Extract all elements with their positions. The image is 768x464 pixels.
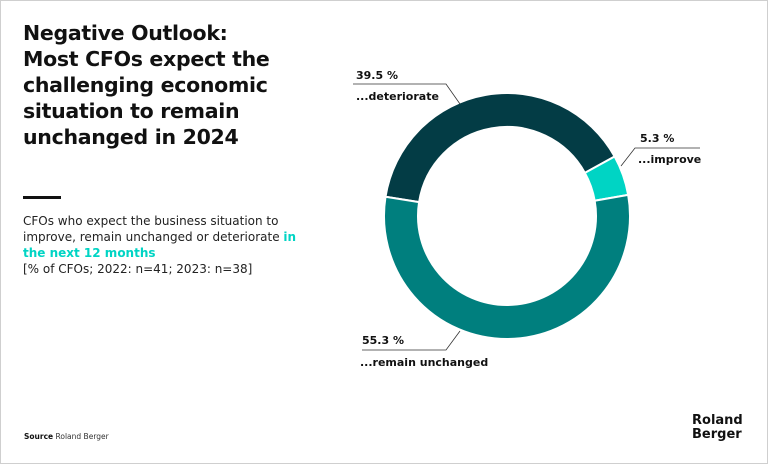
leader-line-remain — [362, 330, 461, 351]
donut-slice-0 — [384, 92, 616, 204]
value-label-improve: 5.3 % — [640, 132, 674, 145]
slice-label-deteriorate: ...deteriorate — [356, 90, 439, 103]
title-divider — [23, 196, 61, 199]
subtitle-text: CFOs who expect the business situation t… — [23, 214, 284, 244]
slice-label-remain: ...remain unchanged — [360, 356, 488, 369]
page-title: Negative Outlook: Most CFOs expect the c… — [23, 21, 270, 149]
leader-line-improve — [620, 147, 700, 167]
source-note: Source Roland Berger — [24, 432, 109, 441]
value-label-remain: 55.3 % — [362, 334, 404, 347]
logo-line2: Berger — [692, 427, 742, 442]
slice-label-improve: ...improve — [638, 153, 701, 166]
leader-line-deteriorate — [353, 83, 461, 105]
donut-slice-2 — [383, 193, 631, 340]
source-value: Roland Berger — [55, 432, 109, 441]
value-label-deteriorate: 39.5 % — [356, 69, 398, 82]
subtitle-note: [% of CFOs; 2022: n=41; 2023: n=38] — [23, 262, 253, 276]
subtitle-highlight: in the next 12 months — [23, 230, 297, 260]
chart-subtitle: CFOs who expect the business situation t… — [23, 213, 303, 277]
roland-berger-logo: Roland Berger — [692, 414, 743, 442]
logo-line1: Roland — [692, 413, 743, 428]
source-label: Source — [24, 432, 54, 441]
